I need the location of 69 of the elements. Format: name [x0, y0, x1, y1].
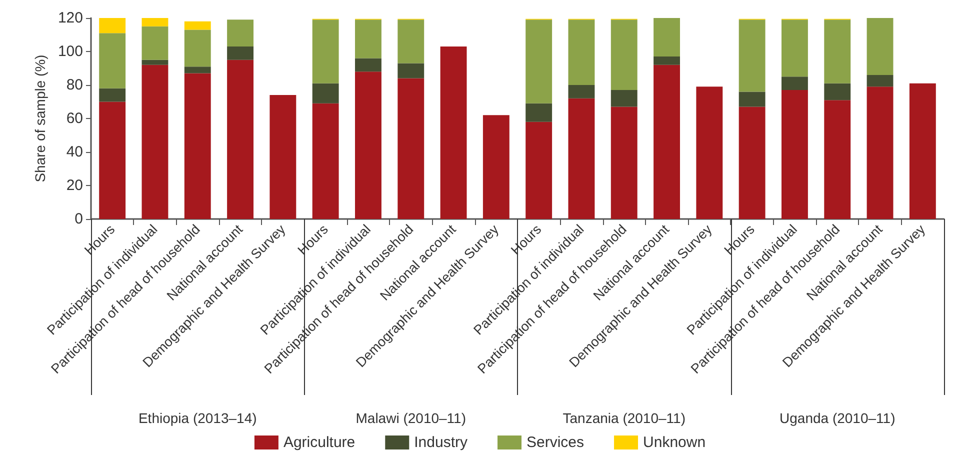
bar [610, 106, 638, 219]
bar [610, 90, 638, 107]
bar [440, 46, 467, 219]
text: Malawi (2010–11) [356, 410, 466, 426]
y-tick-label: 40 [66, 144, 83, 160]
text: Uganda (2010–11) [780, 410, 896, 426]
bar [654, 18, 680, 57]
bar [184, 66, 211, 74]
bar [782, 90, 808, 219]
bar [482, 115, 510, 219]
bar [355, 20, 382, 58]
bar [184, 21, 211, 30]
bar [654, 64, 680, 219]
bar [99, 33, 126, 88]
bar [782, 20, 808, 77]
bar [526, 20, 552, 104]
bar [610, 20, 638, 90]
bar [355, 72, 382, 219]
y-tick-label: 80 [66, 76, 83, 94]
bar [312, 103, 339, 219]
bar [142, 60, 168, 65]
y-tick-label: 60 [66, 110, 83, 127]
bar [866, 86, 894, 219]
bar [782, 76, 808, 90]
bar [227, 20, 254, 46]
bar [824, 83, 851, 100]
bar [99, 102, 126, 219]
legend-label: Unknown [643, 434, 706, 451]
bar [738, 20, 766, 92]
bar [398, 20, 424, 64]
y-tick-label: 120 [58, 10, 83, 26]
text: Ethiopia (2013–14) [138, 410, 257, 426]
bar [398, 78, 424, 219]
bar [824, 20, 851, 84]
bar [866, 18, 894, 75]
bar [312, 83, 339, 104]
bar [99, 88, 126, 102]
bar [568, 20, 595, 85]
bar [526, 122, 552, 219]
bar [568, 98, 595, 219]
y-tick-label: 20 [66, 177, 83, 194]
y-tick-label: 100 [58, 43, 83, 60]
legend-label: Industry [414, 434, 468, 451]
bar [824, 100, 851, 219]
legend-label: Services [526, 434, 584, 451]
bar [568, 85, 595, 98]
bar [398, 63, 424, 78]
bar [696, 86, 723, 219]
y-tick-label: 0 [74, 210, 83, 228]
bar [909, 83, 936, 219]
bar [142, 26, 168, 60]
bar [355, 58, 382, 72]
text: Tanzania (2010–11) [562, 410, 686, 426]
bar [654, 56, 680, 65]
bar [142, 64, 168, 219]
bar [227, 46, 254, 60]
bar [270, 95, 296, 219]
bar [184, 73, 211, 219]
bar [184, 30, 211, 67]
bar [142, 18, 168, 26]
bar [99, 18, 126, 34]
bar [738, 92, 766, 107]
bar [312, 20, 339, 84]
bar [738, 106, 766, 219]
legend-label: Agriculture [283, 434, 356, 451]
y-axis-title: Share of sample (%) [32, 54, 48, 182]
bar [526, 103, 552, 122]
bar [227, 60, 254, 219]
bar [866, 74, 894, 87]
